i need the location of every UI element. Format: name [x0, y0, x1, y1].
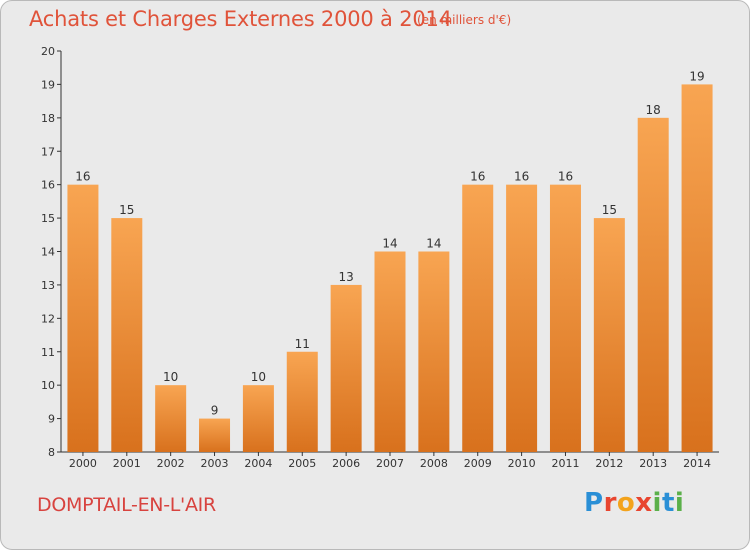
- bar: [374, 251, 406, 452]
- commune-name: DOMPTAIL-EN-L'AIR: [37, 494, 216, 516]
- y-tick-label: 11: [41, 346, 55, 359]
- bar: [67, 184, 99, 452]
- x-tick-label: 2014: [683, 457, 711, 470]
- brand-letter: r: [603, 488, 617, 518]
- brand-letter: t: [661, 488, 675, 518]
- bar-value-label: 19: [689, 69, 704, 83]
- x-tick-label: 2003: [201, 457, 229, 470]
- bar-value-label: 16: [75, 170, 90, 184]
- bar: [242, 385, 274, 452]
- y-tick-label: 15: [41, 212, 55, 225]
- bar-value-label: 16: [514, 170, 529, 184]
- bar: [681, 84, 713, 453]
- x-tick-label: 2007: [376, 457, 404, 470]
- bar-value-label: 10: [251, 370, 266, 384]
- bar-value-label: 9: [211, 404, 219, 418]
- x-tick-label: 2008: [420, 457, 448, 470]
- y-tick-label: 10: [41, 379, 55, 392]
- y-tick-label: 12: [41, 312, 55, 325]
- x-tick-label: 2001: [113, 457, 141, 470]
- bar-value-label: 11: [295, 337, 310, 351]
- proxiti-logo[interactable]: Proxiti: [584, 488, 684, 518]
- x-tick-label: 2005: [288, 457, 316, 470]
- y-tick-label: 9: [48, 413, 55, 426]
- bar: [155, 385, 187, 452]
- x-tick-label: 2004: [244, 457, 272, 470]
- bar: [330, 284, 362, 452]
- bar: [199, 418, 231, 452]
- bar: [418, 251, 450, 452]
- bar: [286, 351, 318, 452]
- chart-bars: [67, 84, 713, 453]
- x-tick-label: 2011: [551, 457, 579, 470]
- bar-value-label: 18: [646, 103, 661, 117]
- x-tick-label: 2002: [157, 457, 185, 470]
- x-tick-label: 2012: [595, 457, 623, 470]
- x-tick-label: 2000: [69, 457, 97, 470]
- x-tick-label: 2009: [464, 457, 492, 470]
- bar: [549, 184, 581, 452]
- y-tick-label: 13: [41, 279, 55, 292]
- y-tick-label: 20: [41, 45, 55, 58]
- bar-value-label: 16: [558, 170, 573, 184]
- chart-labels: 16 15 10 9 10 11 13 14 14 16 16 16 15 18 19: [75, 69, 704, 417]
- bar-value-label: 10: [163, 370, 178, 384]
- brand-letter: i: [674, 488, 685, 518]
- bar: [506, 184, 538, 452]
- bar: [593, 218, 625, 452]
- bar-value-label: 13: [338, 270, 353, 284]
- y-tick-label: 8: [48, 446, 55, 459]
- bar-value-label: 15: [602, 203, 617, 217]
- y-tick-label: 14: [41, 246, 55, 259]
- brand-letter: P: [584, 488, 604, 518]
- bar: [637, 117, 669, 452]
- brand-letter: o: [616, 488, 636, 518]
- brand-letter: i: [652, 488, 662, 518]
- bar-value-label: 14: [426, 237, 441, 251]
- chart-subtitle: (en milliers d'€): [417, 13, 512, 27]
- chart-axes: 8 9 10 11 12 13 14 15 16 17 18 19 20 2000 2001 2002 2003…: [41, 45, 719, 470]
- y-tick-label: 18: [41, 112, 55, 125]
- bar-value-label: 15: [119, 203, 134, 217]
- x-tick-label: 2013: [639, 457, 667, 470]
- x-tick-label: 2010: [508, 457, 536, 470]
- bar-value-label: 14: [382, 237, 397, 251]
- y-tick-label: 16: [41, 179, 55, 192]
- bar-value-label: 16: [470, 170, 485, 184]
- y-tick-label: 19: [41, 78, 55, 91]
- chart-title: Achats et Charges Externes 2000 à 2014: [29, 7, 452, 31]
- y-tick-label: 17: [41, 145, 55, 158]
- x-tick-label: 2006: [332, 457, 360, 470]
- bar: [462, 184, 494, 452]
- brand-letter: x: [635, 488, 653, 518]
- bar: [111, 218, 143, 452]
